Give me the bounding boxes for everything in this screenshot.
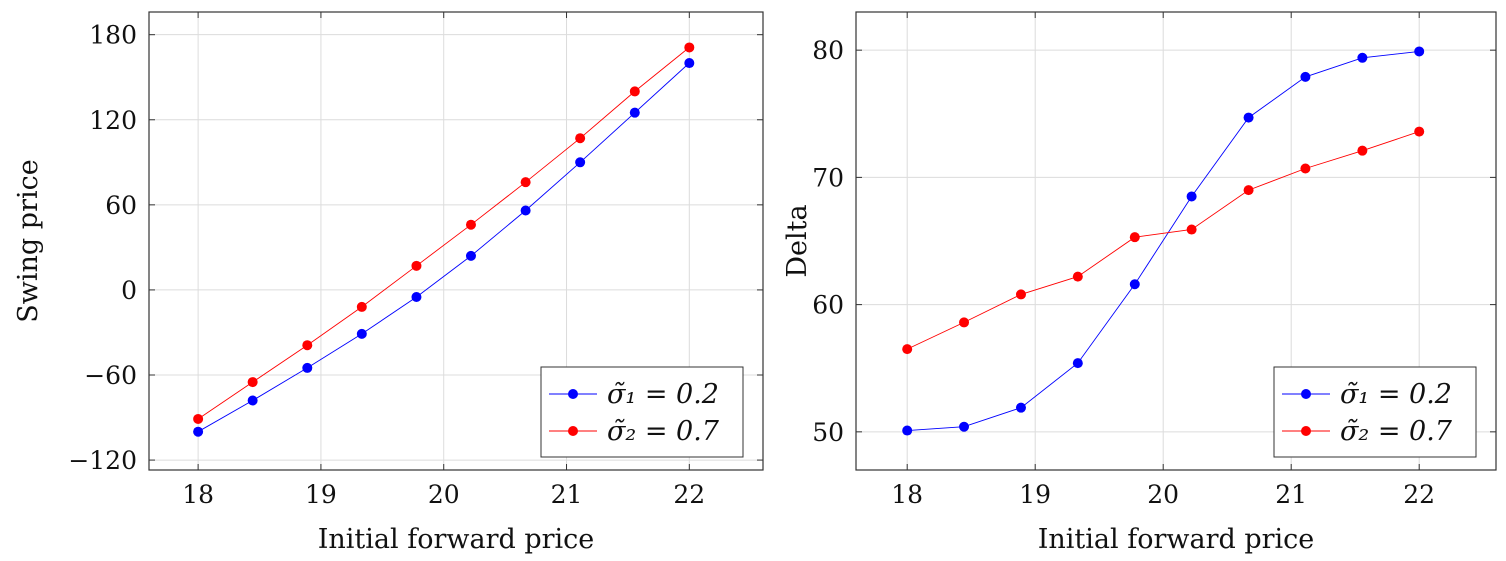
series-1-point: [193, 426, 204, 437]
y-tick-label: 180: [89, 21, 137, 50]
series-1-point: [1300, 71, 1311, 82]
series-1-point: [1357, 52, 1368, 63]
legend-entry-label: σ̃₁ = 0.2: [1340, 379, 1452, 410]
legend-entry-label: σ̃₁ = 0.2: [607, 379, 719, 410]
chart-1: 18 19 20 21 22 −120 −60 0 60 120 180 Initial forwar…: [13, 11, 764, 555]
y-tick-label: 60: [105, 191, 137, 220]
legend-swatch-marker: [1301, 389, 1311, 399]
series-2-point: [684, 42, 695, 53]
series-1-point: [247, 395, 258, 406]
series-line-1: [907, 50, 1420, 432]
series-2-point: [575, 133, 586, 144]
x-tick-label: 20: [428, 480, 460, 509]
y-tick-label: 80: [812, 36, 844, 65]
series-2-point: [1072, 271, 1083, 282]
series-2-point: [411, 260, 422, 271]
y-tick-label: 50: [812, 418, 844, 447]
y-tick-label: −60: [84, 361, 137, 390]
series-line-2: [197, 47, 690, 420]
y-tick-label: −120: [68, 446, 137, 475]
series-2-point: [1243, 185, 1254, 196]
series-1-point: [520, 205, 531, 216]
y-axis-label: Delta: [782, 204, 813, 277]
x-tick-label: 19: [1019, 480, 1051, 509]
x-tick-label: 18: [182, 480, 214, 509]
series-1-point: [1015, 402, 1026, 413]
y-tick-label: 0: [121, 276, 137, 305]
x-axis-label: Initial forward price: [318, 524, 595, 555]
x-tick-label: 20: [1147, 480, 1179, 509]
legend-swatch-marker: [568, 389, 578, 399]
series-2-point: [465, 219, 476, 230]
series-2-point: [1129, 232, 1140, 243]
series-1-point: [1414, 46, 1425, 57]
series-1-point: [1129, 279, 1140, 290]
series-1-point: [302, 362, 313, 373]
x-tick-label: 21: [551, 480, 583, 509]
series-2-point: [520, 177, 531, 188]
series-1-point: [465, 250, 476, 261]
series-1-point: [1186, 191, 1197, 202]
series-1-point: [902, 425, 913, 436]
series-1-point: [959, 421, 970, 432]
x-tick-label: 22: [673, 480, 705, 509]
legend-swatch-marker: [1301, 426, 1311, 436]
legend-box: [540, 366, 744, 458]
x-tick-label: 19: [305, 480, 337, 509]
series-2-point: [959, 317, 970, 328]
y-tick-label: 60: [812, 291, 844, 320]
series-2-point: [1300, 163, 1311, 174]
legend: σ̃₁ = 0.2 σ̃₂ = 0.7: [1273, 366, 1477, 458]
series-2-point: [1015, 289, 1026, 300]
series-1-point: [629, 107, 640, 118]
legend: σ̃₁ = 0.2 σ̃₂ = 0.7: [540, 366, 744, 458]
x-tick-label: 21: [1275, 480, 1307, 509]
series-1-point: [1243, 112, 1254, 123]
series-1-point: [356, 328, 367, 339]
series-2-point: [247, 377, 258, 388]
legend-entry-label: σ̃₂ = 0.7: [607, 416, 720, 447]
series-2-point: [1186, 224, 1197, 235]
series-2-point: [902, 344, 913, 355]
legend-entry-label: σ̃₂ = 0.7: [1340, 416, 1453, 447]
series-2-point: [193, 413, 204, 424]
legend-box: [1273, 366, 1477, 458]
series-1-point: [411, 292, 422, 303]
series-2-point: [1414, 126, 1425, 137]
series-2-point: [629, 86, 640, 97]
legend-swatch-marker: [568, 426, 578, 436]
chart-2: 18 19 20 21 22 50 60 70 80 Initial forward price D…: [782, 11, 1497, 555]
y-tick-label: 120: [89, 106, 137, 135]
series-1-point: [1072, 358, 1083, 369]
x-tick-label: 18: [891, 480, 923, 509]
series-2-point: [356, 301, 367, 312]
y-axis-label: Swing price: [13, 159, 44, 322]
series-1-point: [575, 157, 586, 168]
plot-frame: [148, 11, 764, 471]
series-2-point: [1357, 145, 1368, 156]
series-line-2: [907, 131, 1420, 350]
y-tick-label: 70: [812, 163, 844, 192]
series-line-1: [197, 62, 690, 433]
x-axis-label: Initial forward price: [1038, 524, 1315, 555]
x-tick-label: 22: [1403, 480, 1435, 509]
plot-frame: [855, 11, 1497, 471]
series-1-point: [684, 58, 695, 69]
series-2-point: [302, 340, 313, 351]
